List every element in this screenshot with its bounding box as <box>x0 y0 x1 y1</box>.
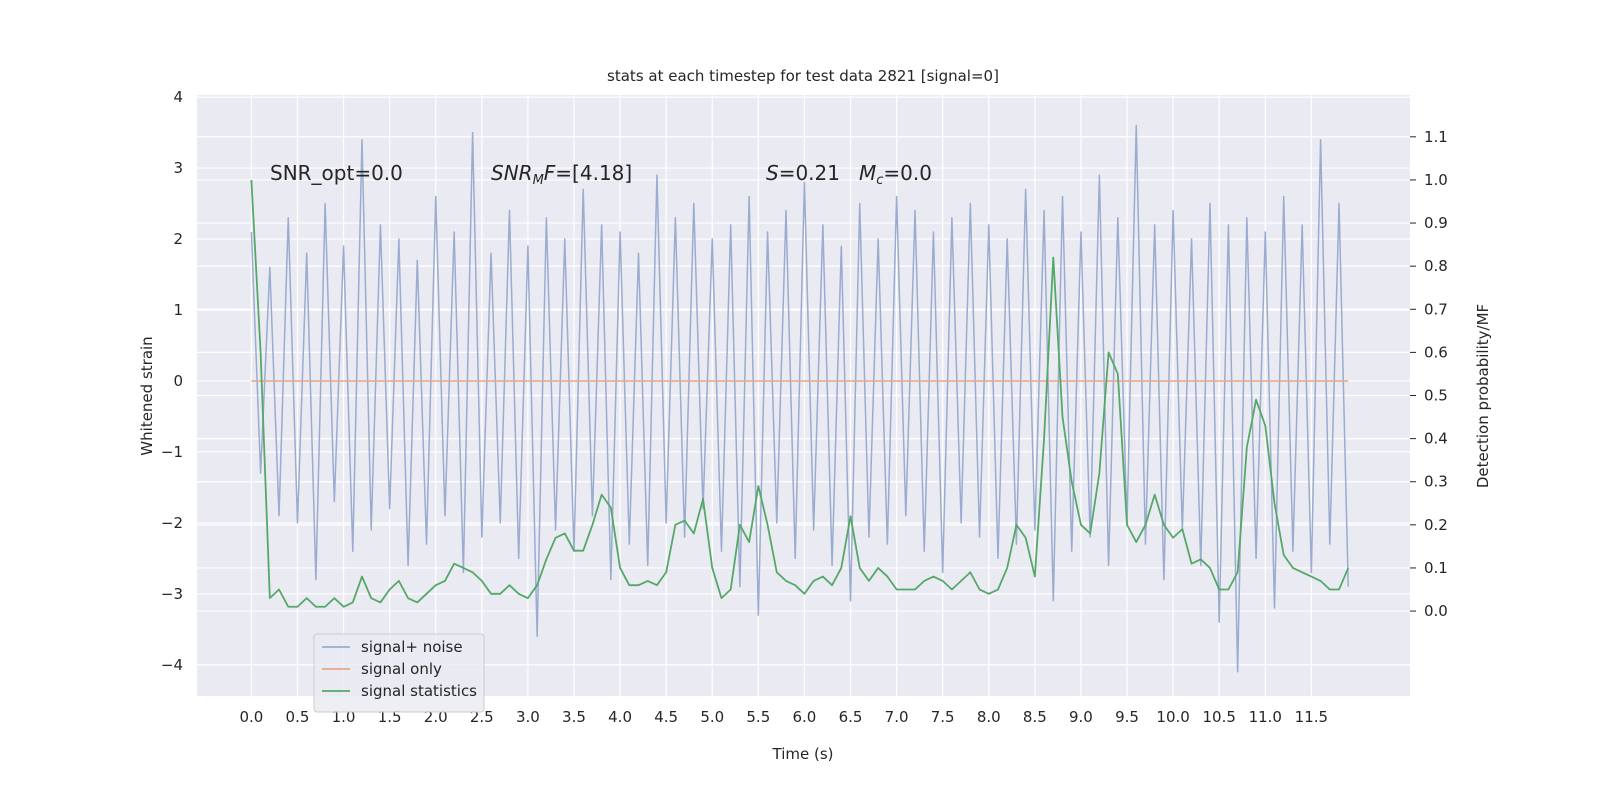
legend-label: signal only <box>361 660 442 678</box>
y2-tick-label: 0.6 <box>1424 343 1448 361</box>
y2-tick-label: 0.9 <box>1424 214 1448 232</box>
annotation-part: M <box>533 173 544 188</box>
annotation-part: =[4.18] <box>555 161 632 185</box>
y-tick-label: −3 <box>161 585 183 603</box>
y2-tick-label: 0.4 <box>1424 430 1448 448</box>
y-axis-label: Whitened strain <box>138 336 156 455</box>
annotation-part: c <box>876 173 883 188</box>
y-tick-label: 3 <box>173 159 183 177</box>
x-tick-label: 6.5 <box>839 708 863 726</box>
legend-label: signal+ noise <box>361 638 463 656</box>
annotation-part: F <box>544 161 556 185</box>
x-tick-label: 7.5 <box>931 708 955 726</box>
x-tick-label: 7.0 <box>885 708 909 726</box>
chart-title: stats at each timestep for test data 282… <box>607 67 999 85</box>
x-axis-label: Time (s) <box>772 745 834 763</box>
annotation-part: M <box>859 161 876 185</box>
legend-label: signal statistics <box>361 682 477 700</box>
y-tick-label: 1 <box>173 301 183 319</box>
annotation-part: =0.21 <box>779 161 840 185</box>
annotation: SNR_opt=0.0 <box>270 161 403 185</box>
x-tick-label: 4.5 <box>654 708 678 726</box>
x-tick-label: 0.0 <box>239 708 263 726</box>
x-tick-label: 9.5 <box>1115 708 1139 726</box>
annotation-part: =0.0 <box>883 161 932 185</box>
x-tick-label: 5.0 <box>700 708 724 726</box>
annotation: SNRMF=[4.18] <box>491 161 632 188</box>
series-line <box>250 179 1350 608</box>
y2-tick-label: 1.0 <box>1424 171 1448 189</box>
x-tick-label: 10.5 <box>1202 708 1235 726</box>
x-tick-label: 3.5 <box>562 708 586 726</box>
y-tick-label: 0 <box>173 372 183 390</box>
y-tick-label: −1 <box>161 443 183 461</box>
x-tick-label: 8.5 <box>1023 708 1047 726</box>
x-tick-label: 5.5 <box>746 708 770 726</box>
x-tick-label: 6.0 <box>792 708 816 726</box>
y-tick-label: 4 <box>173 88 183 106</box>
annotation-part: SNR <box>491 161 533 185</box>
y2-axis-label: Detection probability/MF <box>1474 304 1492 488</box>
y2-tick-label: 0.2 <box>1424 516 1448 534</box>
y-tick-label: −2 <box>161 514 183 532</box>
y2-tick-label: 1.1 <box>1424 128 1448 146</box>
y-tick-label: −4 <box>161 656 183 674</box>
y2-tick-label: 0.1 <box>1424 559 1448 577</box>
x-tick-label: 9.0 <box>1069 708 1093 726</box>
x-tick-label: 10.0 <box>1156 708 1189 726</box>
y2-tick-label: 0.5 <box>1424 387 1448 405</box>
x-tick-label: 0.5 <box>286 708 310 726</box>
y2-tick-label: 0.7 <box>1424 300 1448 318</box>
y2-tick-label: 0.0 <box>1424 602 1448 620</box>
x-tick-label: 11.5 <box>1295 708 1328 726</box>
x-tick-label: 8.0 <box>977 708 1001 726</box>
annotation-part: SNR_opt=0.0 <box>270 161 403 185</box>
y-tick-label: 2 <box>173 230 183 248</box>
x-tick-label: 11.0 <box>1249 708 1282 726</box>
annotation-part: S <box>766 161 779 185</box>
y2-tick-label: 0.8 <box>1424 257 1448 275</box>
x-tick-label: 3.0 <box>516 708 540 726</box>
annotation: S=0.21 <box>766 161 840 185</box>
legend-box <box>313 633 485 713</box>
x-tick-label: 4.0 <box>608 708 632 726</box>
annotation: Mc=0.0 <box>859 161 932 188</box>
y2-tick-label: 0.3 <box>1424 473 1448 491</box>
series-line <box>250 124 1349 673</box>
